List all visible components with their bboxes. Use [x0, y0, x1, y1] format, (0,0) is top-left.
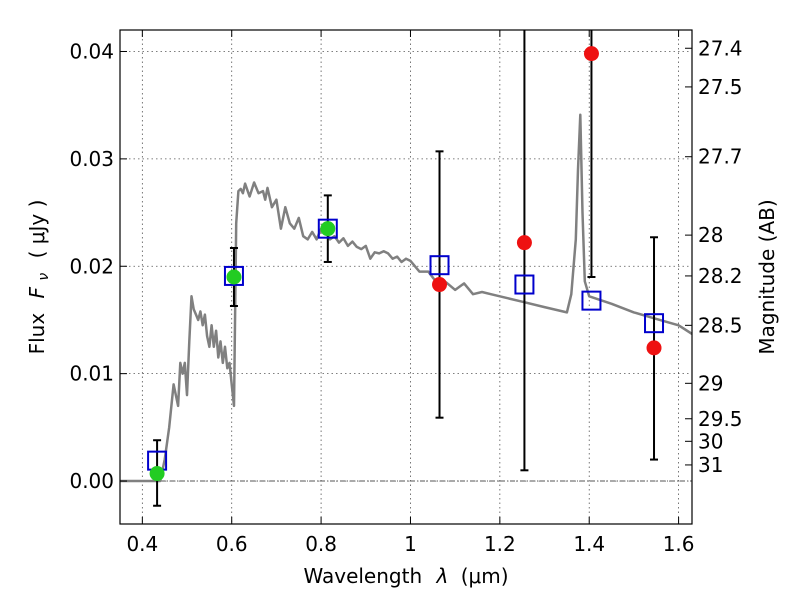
grid: [120, 30, 692, 524]
y2-tick-label-5: 28.5: [698, 313, 743, 337]
y-axis-symbol-subscript: ν: [36, 273, 52, 281]
spectrum-layer: [120, 113, 692, 483]
y-axis-label: Flux F ν ( μJy ): [25, 200, 53, 355]
y-axis-label-text: Flux: [25, 313, 49, 355]
detections-point-0: [149, 466, 165, 482]
measurements-point-3: [646, 340, 662, 356]
model-spectrum-line: [120, 113, 692, 483]
y-tick-label-2: 0.02: [69, 254, 114, 278]
x-tick-label-6: 1.6: [663, 532, 695, 556]
y2-tick-label-0: 27.4: [698, 36, 743, 60]
model-photometry-squares: [147, 218, 665, 471]
y-axis-symbol: F: [25, 286, 49, 298]
y2-tick-label-3: 28: [698, 223, 723, 247]
x-axis-units: (μm): [461, 564, 509, 588]
x-axis-label: Wavelength λ (μm): [303, 564, 508, 588]
detections-point-1: [226, 269, 242, 285]
x-axis-symbol: λ: [436, 564, 449, 588]
y-tick-label-1: 0.01: [69, 362, 114, 386]
x-axis-label-text: Wavelength: [303, 564, 422, 588]
y-tick-label-0: 0.00: [69, 469, 114, 493]
measurements-point-2: [583, 46, 599, 62]
x-tick-label-1: 0.6: [216, 532, 248, 556]
y2-tick-label-7: 29.5: [698, 407, 743, 431]
photometry-points: [149, 46, 662, 482]
x-tick-label-4: 1.2: [484, 532, 516, 556]
measurements-point-1: [516, 235, 532, 251]
y-tick-label-4: 0.04: [69, 39, 114, 63]
model-square-1: [223, 265, 244, 286]
model-square-5: [581, 290, 602, 311]
y-axis-units: ( μJy ): [25, 200, 49, 259]
y2-tick-label-6: 29: [698, 371, 723, 395]
y2-tick-label-8: 30: [698, 429, 723, 453]
y2-tick-label-9: 31: [698, 453, 723, 477]
plot-frame: [119, 29, 693, 525]
y2-tick-label-4: 28.2: [698, 264, 743, 288]
model-square-4: [514, 274, 535, 295]
y2-tick-label-2: 27.7: [698, 145, 743, 169]
x-tick-label-0: 0.4: [126, 532, 158, 556]
y2-tick-label-1: 27.5: [698, 75, 743, 99]
model-square-3: [429, 255, 450, 276]
x-tick-label-3: 1: [404, 532, 417, 556]
y2-axis-label: Magnitude (AB): [755, 199, 779, 354]
x-tick-label-2: 0.8: [305, 532, 337, 556]
y-tick-label-3: 0.03: [69, 147, 114, 171]
measurements-point-0: [432, 277, 448, 293]
model-square-6: [644, 313, 665, 334]
x-tick-label-5: 1.4: [573, 532, 605, 556]
detections-point-2: [320, 221, 336, 237]
model-square-2: [317, 218, 338, 239]
axis-ticks: 0.4 0.6 0.8 1 1.2 1.4 1.6 0.00 0.01 0.02 0.03 0.04 2…: [69, 30, 743, 556]
